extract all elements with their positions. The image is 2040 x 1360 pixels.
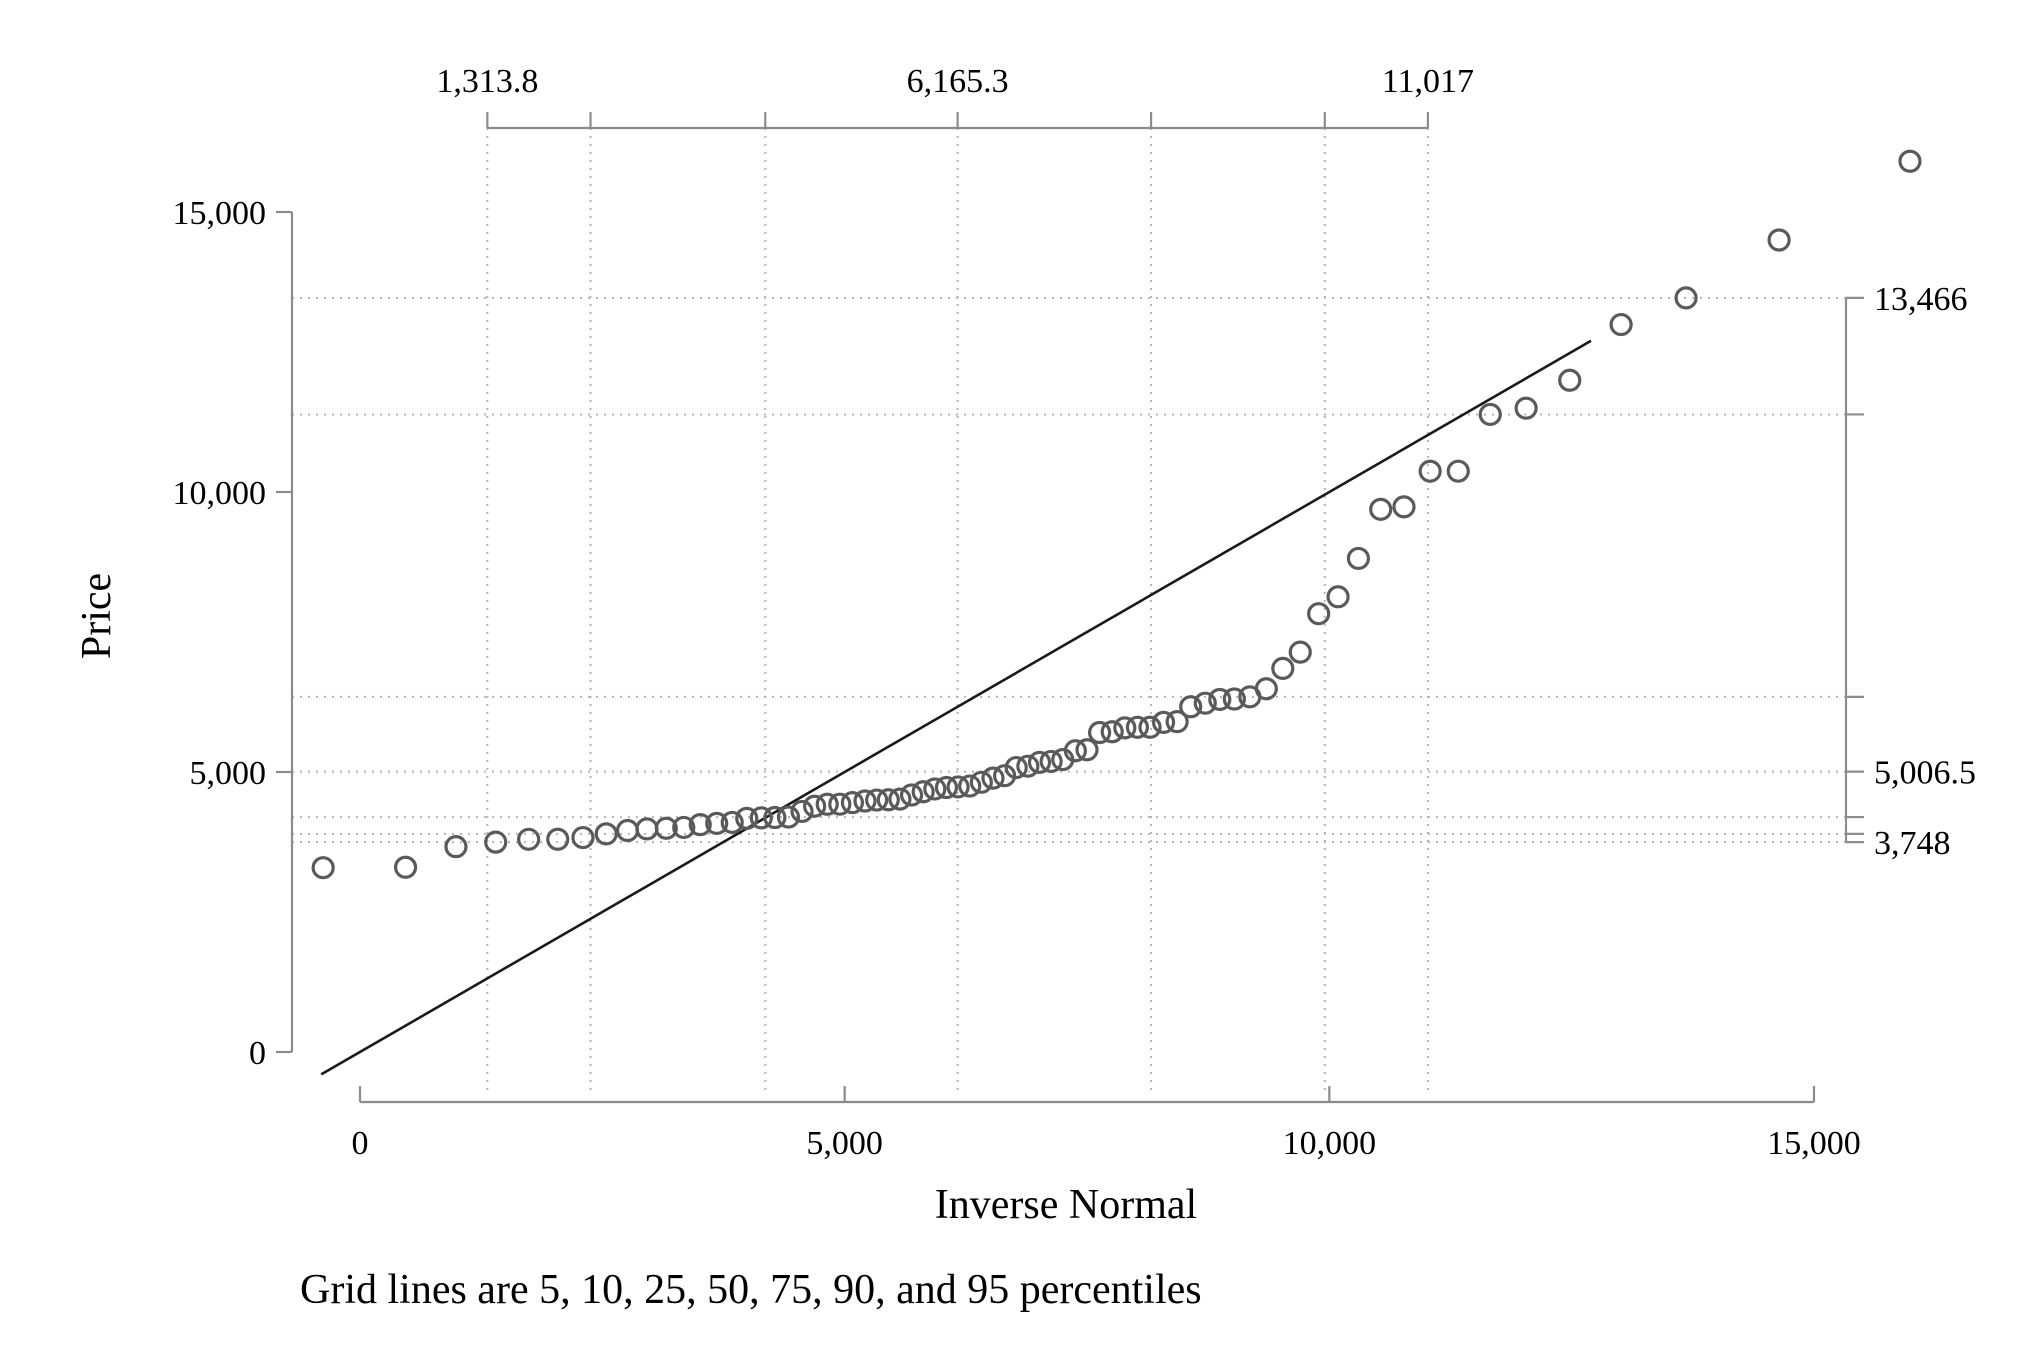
- data-point: [720, 810, 744, 835]
- data-point: [828, 792, 852, 816]
- data-point: [790, 799, 814, 824]
- data-point: [1609, 312, 1633, 337]
- data-point: [993, 764, 1017, 788]
- data-point: [1027, 750, 1052, 774]
- data-point: [1088, 720, 1112, 745]
- data-point: [1179, 695, 1203, 719]
- data-point: [1016, 754, 1040, 778]
- data-point: [1369, 497, 1393, 521]
- data-point: [1165, 710, 1189, 734]
- data-point: [763, 805, 787, 830]
- top-percentile-tick-label: 6,165.3: [907, 63, 1009, 100]
- data-point: [981, 766, 1005, 790]
- data-point: [517, 827, 541, 851]
- data-point: [853, 789, 877, 813]
- data-point: [654, 816, 678, 840]
- data-point: [546, 827, 570, 851]
- data-point: [934, 775, 959, 800]
- x-tick-label: 5,000: [806, 1125, 883, 1162]
- data-point: [444, 835, 468, 859]
- data-point: [888, 787, 912, 811]
- x-tick-label: 10,000: [1283, 1125, 1377, 1162]
- data-point: [865, 788, 889, 812]
- data-point: [1478, 402, 1502, 427]
- reference-line: [320, 339, 1592, 1076]
- data-point: [776, 805, 801, 829]
- data-point: [1254, 677, 1278, 701]
- data-point: [688, 813, 712, 837]
- x-tick-label: 0: [352, 1125, 369, 1162]
- data-point: [1125, 715, 1150, 739]
- data-point: [705, 811, 729, 836]
- data-point: [1767, 228, 1791, 252]
- data-point: [749, 806, 773, 830]
- data-point: [1151, 710, 1176, 734]
- data-point: [1039, 749, 1063, 774]
- data-point: [1193, 691, 1217, 715]
- data-point: [1063, 739, 1087, 763]
- data-point: [311, 856, 335, 880]
- y-tick-label: 0: [249, 1035, 266, 1072]
- data-point: [1113, 716, 1137, 740]
- axes: 0 5,000 10,000 15,000 0 5,000 10,000 15,000 1,31…: [173, 63, 1977, 1162]
- data-point: [393, 855, 418, 879]
- data-point: [840, 791, 865, 815]
- data-point: [876, 788, 900, 812]
- data-point: [1558, 368, 1582, 392]
- data-point: [923, 777, 947, 801]
- y-tick-label: 15,000: [173, 195, 267, 232]
- data-point: [1271, 656, 1295, 681]
- data-point: [969, 770, 993, 794]
- data-point: [1674, 286, 1698, 310]
- data-points: [311, 149, 1922, 880]
- data-point: [1100, 720, 1124, 744]
- data-point: [672, 815, 696, 840]
- data-point: [1307, 602, 1331, 626]
- data-point: [1075, 738, 1099, 762]
- data-point: [735, 806, 759, 830]
- data-point: [803, 794, 827, 818]
- data-point: [958, 774, 982, 798]
- y-tick-label: 10,000: [173, 475, 267, 512]
- data-point: [1446, 459, 1470, 483]
- data-point: [911, 780, 935, 804]
- x-tick-label: 15,000: [1767, 1125, 1861, 1162]
- data-point: [1392, 495, 1416, 519]
- right-percentile-tick-label: 5,006.5: [1874, 755, 1976, 792]
- x-axis-title: Inverse Normal: [935, 1182, 1197, 1228]
- data-point: [1418, 459, 1442, 483]
- data-point: [571, 825, 595, 850]
- top-percentile-tick-label: 11,017: [1382, 63, 1474, 100]
- data-point: [1138, 715, 1162, 739]
- data-point: [1004, 755, 1028, 780]
- data-point: [1288, 640, 1312, 664]
- chart-note: Grid lines are 5, 10, 25, 50, 75, 90, an…: [300, 1267, 1202, 1313]
- data-point: [946, 775, 970, 799]
- data-point: [1514, 396, 1538, 420]
- y-axis-title: Price: [74, 573, 120, 659]
- right-percentile-tick-label: 13,466: [1874, 281, 1968, 318]
- data-point: [1898, 149, 1922, 173]
- data-point: [1222, 687, 1246, 711]
- y-tick-label: 5,000: [190, 755, 267, 792]
- top-percentile-tick-label: 1,313.8: [436, 63, 538, 100]
- percentile-grid: [292, 128, 1846, 1096]
- right-percentile-tick-label: 3,748: [1874, 825, 1951, 862]
- data-point: [1346, 546, 1371, 571]
- data-point: [635, 817, 659, 841]
- data-point: [484, 830, 508, 854]
- data-point: [1208, 687, 1232, 712]
- data-point: [615, 818, 640, 843]
- data-point: [594, 822, 618, 846]
- data-point: [815, 792, 839, 816]
- data-point: [899, 783, 924, 807]
- data-point: [1326, 585, 1350, 609]
